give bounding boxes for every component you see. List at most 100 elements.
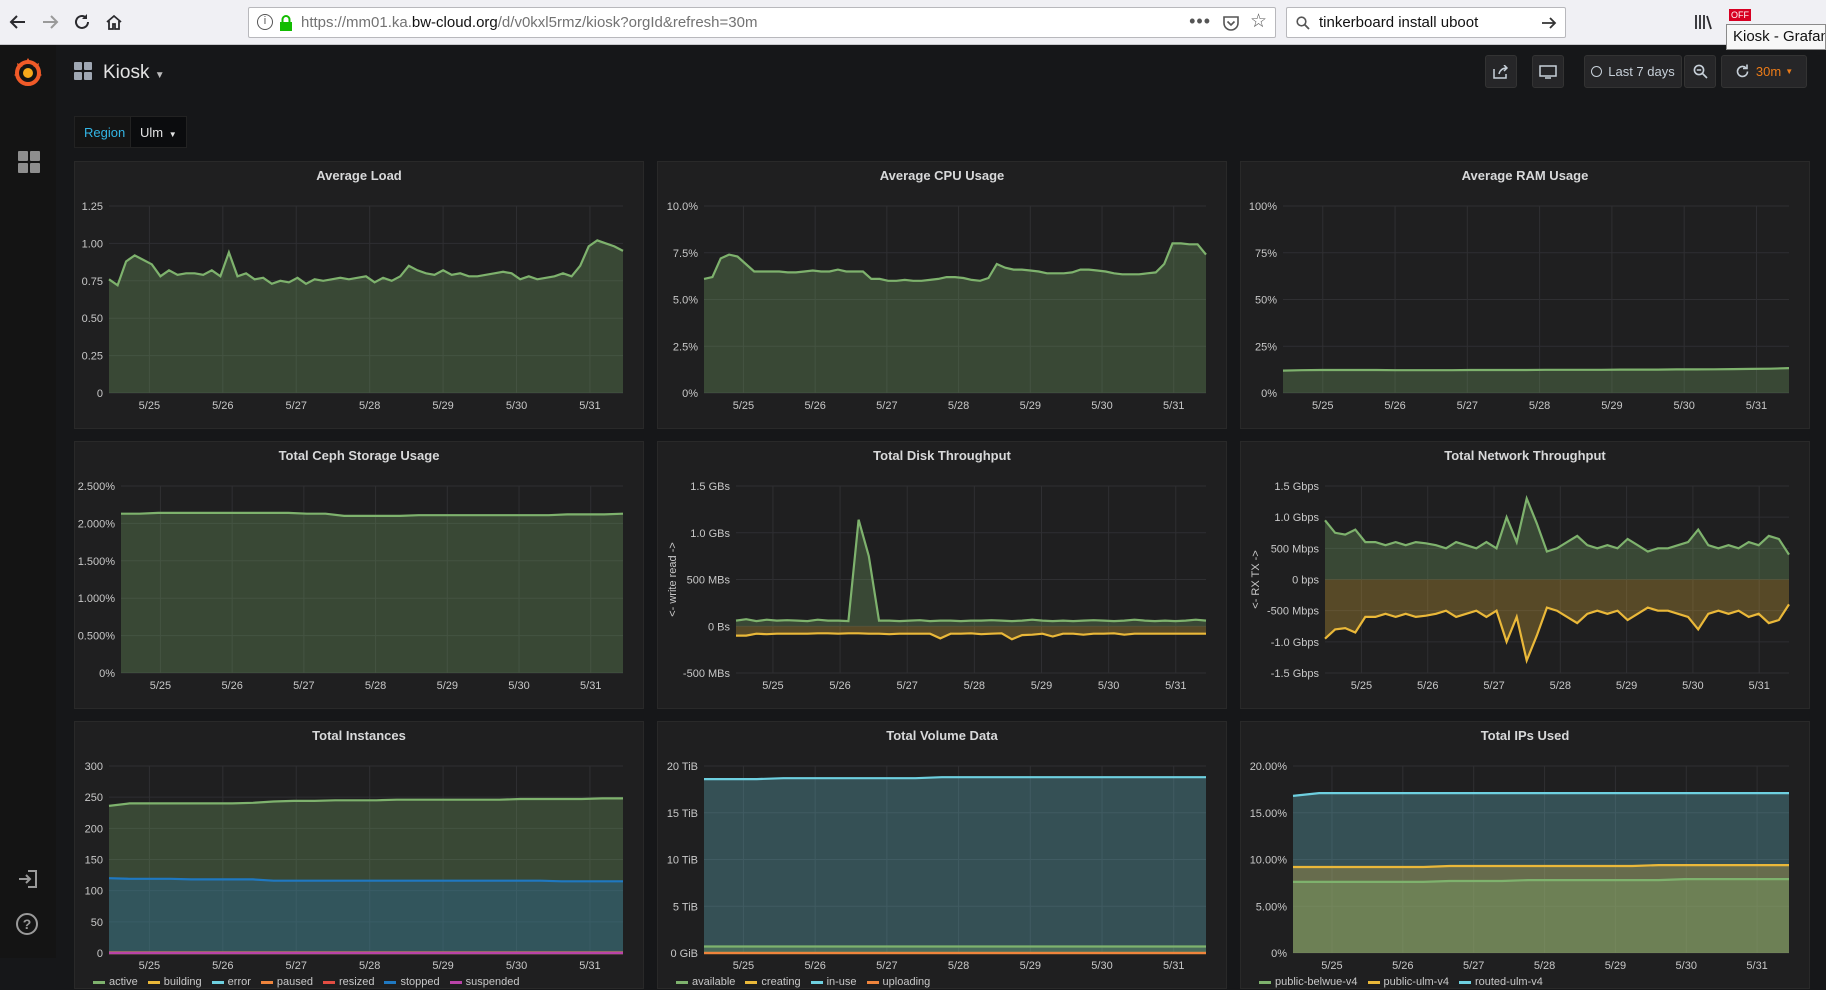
panel-total-ips-used[interactable]: Total IPs Used 0% 5.00% 10.00% 15.00% 20.00% 5…: [1240, 721, 1810, 989]
refresh-icon: [1736, 64, 1749, 78]
panel-total-disk-throughput[interactable]: Total Disk Throughput -500 MBs 0 Bs 500 MBs…: [657, 441, 1227, 709]
go-arrow-icon[interactable]: [1541, 15, 1557, 31]
series-area-public-belwue-v4: [1293, 879, 1789, 953]
chart: 0% 25% 50% 75% 100% 5/25 5/26 5/27 5/28 5/29 5/30 5…: [1249, 201, 1790, 412]
x-tick-label: 5/28: [1550, 680, 1571, 692]
series-area-green: [704, 243, 1206, 393]
grafana-logo-icon[interactable]: [11, 55, 45, 89]
legend-item[interactable]: paused: [260, 976, 313, 988]
legend-item[interactable]: available: [676, 976, 735, 988]
search-bar[interactable]: tinkerboard install uboot: [1286, 7, 1566, 38]
chart: 0% 2.5% 5.0% 7.5% 10.0% 5/25 5/26 5/27 5/28 5/29 5…: [667, 201, 1207, 412]
panel-average-load[interactable]: Average Load 0 0.25 0.50 0.75 1.00 1.25 5/25 5/2…: [74, 161, 644, 429]
x-tick-label: 5/26: [221, 680, 242, 692]
panel-total-network-throughput[interactable]: Total Network Throughput -1.5 Gbps -1.0 Gb…: [1240, 441, 1810, 709]
panel-title[interactable]: Total Ceph Storage Usage: [278, 448, 440, 463]
home-button[interactable]: [100, 8, 128, 36]
x-tick-label: 5/29: [1031, 680, 1052, 692]
region-variable-select[interactable]: Ulm ▼: [130, 116, 187, 148]
pocket-icon[interactable]: [1223, 15, 1239, 31]
series-line-in-use: [704, 776, 1206, 781]
addon-off-badge[interactable]: OFF: [1729, 9, 1751, 21]
help-icon[interactable]: ?: [16, 913, 38, 935]
legend-item[interactable]: stopped: [384, 976, 440, 988]
panel-title[interactable]: Average RAM Usage: [1461, 168, 1589, 183]
panel-title[interactable]: Total Volume Data: [886, 728, 998, 743]
dashboards-icon[interactable]: [18, 151, 40, 173]
y-tick-label: 2.500%: [78, 481, 116, 493]
y-axis-label: <- RX TX ->: [1250, 550, 1262, 608]
series-area-yellow: [1325, 579, 1789, 661]
page-actions-icon[interactable]: •••: [1189, 11, 1211, 31]
panel-title[interactable]: Average Load: [316, 168, 402, 183]
info-icon[interactable]: i: [257, 14, 273, 30]
home-icon: [106, 14, 122, 30]
x-tick-label: 5/31: [1746, 960, 1767, 972]
series-line-public-belwue-v4: [1293, 878, 1789, 883]
panel-title[interactable]: Total Network Throughput: [1444, 448, 1606, 463]
legend-item[interactable]: in-use: [810, 976, 857, 988]
y-tick-label: 2.000%: [78, 518, 116, 530]
y-tick-label: 1.5 GBs: [690, 481, 730, 493]
panel-total-volume-data[interactable]: Total Volume Data 0 GiB 5 TiB 10 TiB 15 TiB 2…: [657, 721, 1227, 989]
x-tick-label: 5/25: [139, 960, 160, 972]
x-tick-label: 5/28: [964, 680, 985, 692]
refresh-button[interactable]: 30m ▼: [1721, 55, 1807, 88]
panel-average-ram-usage[interactable]: Average RAM Usage 0% 25% 50% 75% 100% 5/25 5/26…: [1240, 161, 1810, 429]
view-mode-button[interactable]: [1532, 55, 1564, 88]
zoom-out-button[interactable]: [1684, 55, 1716, 88]
time-picker-button[interactable]: Last 7 days: [1584, 55, 1682, 88]
share-button[interactable]: [1485, 55, 1517, 88]
legend-item[interactable]: creating: [745, 976, 801, 988]
legend: available creating in-use uploading: [676, 976, 940, 988]
x-tick-label: 5/27: [286, 400, 307, 412]
legend-item[interactable]: resized: [323, 976, 374, 988]
clock-icon: [1591, 66, 1603, 77]
legend-item[interactable]: public-ulm-v4: [1367, 976, 1449, 988]
x-tick-label: 5/25: [1321, 960, 1342, 972]
legend-item[interactable]: public-belwue-v4: [1259, 976, 1358, 988]
bookmark-star-icon[interactable]: ☆: [1249, 11, 1267, 32]
y-tick-label: 150: [85, 855, 103, 867]
arrow-right-icon: [43, 15, 59, 29]
lock-icon: [280, 15, 292, 31]
y-tick-label: 0.500%: [78, 631, 116, 643]
y-tick-label: 5 TiB: [673, 901, 698, 913]
panel-total-ceph-storage-usage[interactable]: Total Ceph Storage Usage 0% 0.500% 1.000% 1.…: [74, 441, 644, 709]
panel-average-cpu-usage[interactable]: Average CPU Usage 0% 2.5% 5.0% 7.5% 10.0% 5/25…: [657, 161, 1227, 429]
legend-item[interactable]: routed-ulm-v4: [1458, 976, 1543, 988]
legend-item[interactable]: active: [93, 976, 138, 988]
sign-in-icon[interactable]: [17, 869, 39, 889]
panel-total-instances[interactable]: Total Instances 0 50 100 150 200 250 300 5/25 5/2…: [74, 721, 644, 989]
refresh-interval: 30m: [1755, 64, 1782, 79]
legend-swatch: [1259, 980, 1271, 984]
x-tick-label: 5/26: [1417, 680, 1438, 692]
reload-button[interactable]: [68, 8, 96, 36]
legend-item[interactable]: building: [147, 976, 202, 988]
x-tick-label: 5/26: [212, 960, 233, 972]
x-tick-label: 5/31: [1165, 680, 1186, 692]
series-area-green: [1325, 498, 1789, 580]
panel-title[interactable]: Total IPs Used: [1480, 728, 1570, 743]
dashboard-grid-icon: [74, 62, 92, 80]
forward-button[interactable]: [36, 8, 64, 36]
legend-label: active: [109, 976, 138, 988]
legend-item[interactable]: error: [211, 976, 251, 988]
legend-swatch: [260, 980, 273, 984]
dashboard-title[interactable]: Kiosk ▼: [103, 62, 165, 84]
y-tick-label: 5.0%: [673, 295, 698, 307]
panel-title[interactable]: Total Disk Throughput: [873, 448, 1011, 463]
panel-title[interactable]: Average CPU Usage: [879, 168, 1005, 183]
library-icon[interactable]: [1694, 14, 1712, 30]
panel-title[interactable]: Total Instances: [312, 728, 406, 743]
legend-item[interactable]: uploading: [866, 976, 930, 988]
y-tick-label: -1.0 Gbps: [1271, 637, 1320, 649]
legend-swatch: [1458, 980, 1471, 984]
x-tick-label: 5/30: [1091, 960, 1112, 972]
back-button[interactable]: [4, 8, 32, 36]
url-bar[interactable]: i https://mm01.ka.bw-cloud.org/d/v0kxl5r…: [248, 7, 1276, 38]
legend-label: public-ulm-v4: [1383, 976, 1449, 988]
legend-item[interactable]: suspended: [449, 976, 519, 988]
x-tick-label: 5/31: [1163, 400, 1184, 412]
x-tick-label: 5/29: [1020, 400, 1041, 412]
